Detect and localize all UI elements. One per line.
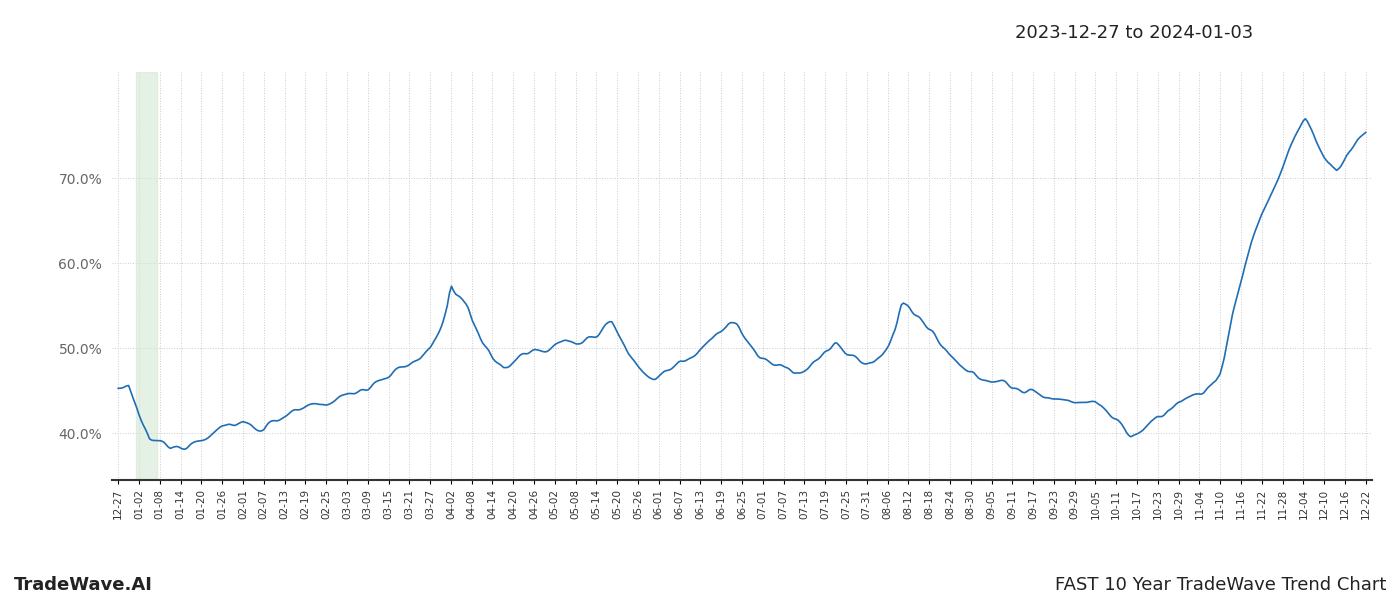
Text: TradeWave.AI: TradeWave.AI xyxy=(14,576,153,594)
Text: 2023-12-27 to 2024-01-03: 2023-12-27 to 2024-01-03 xyxy=(1015,24,1253,42)
Text: FAST 10 Year TradeWave Trend Chart: FAST 10 Year TradeWave Trend Chart xyxy=(1054,576,1386,594)
Bar xyxy=(136,72,157,480)
